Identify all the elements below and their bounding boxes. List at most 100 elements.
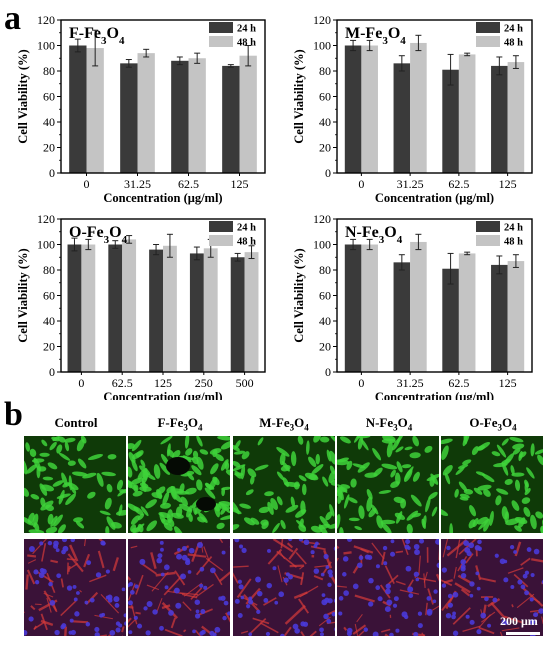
- y-tick-label: 80: [319, 64, 331, 78]
- x-tick-label: 250: [195, 376, 213, 390]
- nucleus: [331, 611, 335, 617]
- nucleus: [415, 577, 420, 582]
- chart-title-part: O-Fe: [69, 224, 104, 241]
- y-tick-label: 0: [49, 365, 55, 379]
- nucleus: [237, 579, 242, 584]
- cell: [41, 484, 55, 492]
- bar-48h-31.25: [410, 241, 427, 372]
- cell: [406, 523, 413, 533]
- fiber: [181, 593, 198, 599]
- cell: [429, 476, 435, 487]
- cell: [272, 522, 280, 533]
- legend-swatch-48h: [476, 235, 500, 246]
- fiber: [233, 572, 239, 584]
- nucleus: [100, 540, 106, 546]
- fiber: [212, 570, 223, 586]
- cell: [239, 503, 252, 509]
- nucleus: [89, 597, 95, 603]
- nucleus: [466, 550, 472, 557]
- cell: [511, 500, 520, 511]
- nucleus: [76, 591, 80, 595]
- nucleus: [181, 545, 187, 552]
- nucleus: [181, 554, 188, 561]
- cell: [350, 478, 357, 488]
- nucleus: [115, 627, 121, 633]
- nucleus: [123, 621, 126, 626]
- fiber: [453, 566, 457, 579]
- panel-label-b: b: [4, 396, 23, 433]
- bar-48h-125: [239, 55, 257, 174]
- fiber: [27, 559, 37, 564]
- cell: [473, 487, 483, 495]
- nucleus: [407, 586, 414, 593]
- cell: [495, 495, 502, 506]
- nucleus: [280, 633, 285, 636]
- cell: [530, 514, 537, 530]
- cell: [381, 522, 392, 533]
- bar-48h-62.5: [458, 253, 476, 372]
- fiber: [295, 551, 307, 565]
- micrograph-image: [233, 436, 335, 533]
- nucleus: [404, 614, 409, 620]
- micrograph-image: [233, 539, 335, 636]
- cell: [512, 448, 521, 455]
- nucleus: [357, 562, 363, 569]
- cell: [481, 473, 495, 483]
- column-label-sub: 3: [393, 422, 398, 433]
- chart-title-subscript: 3: [101, 35, 107, 47]
- chart-title-part: O: [388, 25, 400, 42]
- cell: [431, 506, 438, 517]
- nucleus: [364, 554, 370, 560]
- nucleus: [227, 611, 230, 616]
- column-label-sub2: 4: [304, 422, 309, 433]
- cell: [58, 452, 71, 461]
- column-label-end: O: [397, 415, 408, 430]
- y-tick-label: 40: [43, 115, 55, 129]
- error-bar-24h-62.5: [112, 240, 119, 249]
- cell: [462, 459, 472, 465]
- x-tick-label: 62.5: [448, 376, 469, 390]
- legend-swatch-24h: [209, 22, 233, 33]
- cell: [370, 504, 379, 515]
- cell: [219, 501, 230, 514]
- fiber: [135, 611, 141, 615]
- cell: [535, 511, 543, 519]
- nucleus: [469, 581, 475, 587]
- nucleus: [346, 630, 352, 636]
- fiber: [462, 625, 481, 632]
- cell: [217, 436, 230, 441]
- cell: [191, 456, 199, 465]
- cell: [463, 488, 474, 495]
- cell: [73, 517, 84, 523]
- cell: [412, 436, 419, 447]
- nucleus: [128, 600, 133, 606]
- fiber: [60, 578, 64, 588]
- bar-48h-0: [86, 48, 104, 173]
- cell: [458, 481, 468, 492]
- nucleus: [221, 550, 226, 555]
- cell: [300, 500, 306, 515]
- nucleus: [342, 556, 349, 562]
- cell: [26, 464, 38, 474]
- nucleus: [320, 572, 325, 577]
- cell: [267, 501, 274, 515]
- cell: [425, 497, 431, 513]
- cell: [131, 477, 144, 485]
- nucleus: [265, 631, 271, 636]
- cell: [99, 510, 111, 516]
- nucleus: [395, 628, 400, 633]
- fiber: [289, 564, 305, 568]
- chart-title-subscript: 4: [397, 234, 403, 246]
- nucleus: [343, 590, 349, 596]
- fiber: [69, 562, 79, 570]
- nucleus: [541, 579, 543, 585]
- cell: [258, 506, 270, 514]
- nucleus: [113, 596, 120, 603]
- fiber: [284, 604, 306, 625]
- fiber: [532, 597, 541, 604]
- nucleus: [74, 611, 80, 617]
- fiber: [395, 550, 404, 554]
- cell: [483, 489, 491, 497]
- fiber: [67, 565, 71, 572]
- column-label-main: M-Fe: [259, 415, 290, 430]
